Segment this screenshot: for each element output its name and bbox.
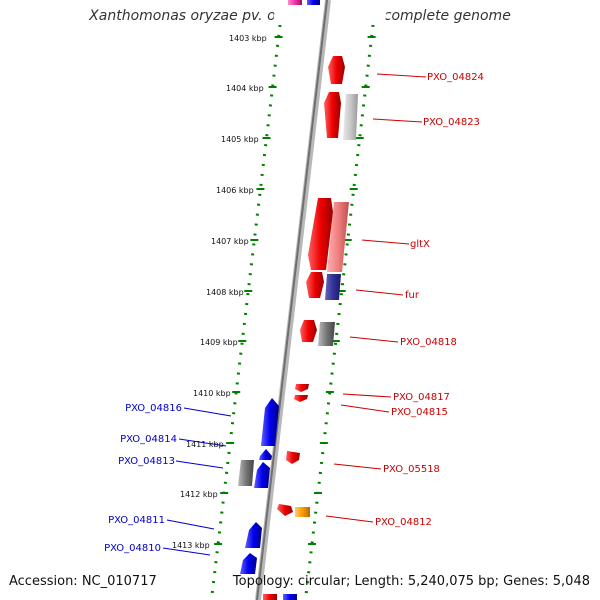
gene-label-pxo-04823[interactable]: PXO_04823	[423, 117, 480, 128]
topology-label: Topology: circular; Length: 5,240,075 bp…	[232, 574, 590, 589]
gene-label-pxo-04810[interactable]: PXO_04810	[104, 543, 161, 554]
gene-pxo-04818[interactable]	[300, 320, 317, 342]
gene-gltx[interactable]	[308, 198, 333, 270]
gene-pxo-04824[interactable]	[328, 56, 345, 84]
gene-partial-top-blue[interactable]	[307, 0, 320, 5]
gene-label-pxo-04813[interactable]: PXO_04813	[118, 456, 175, 467]
tick-label-1409: 1409 kbp	[200, 338, 238, 347]
tick-label-1412: 1412 kbp	[180, 490, 218, 499]
gene-pxo-04814[interactable]	[259, 449, 272, 460]
gene-label-pxo-04814[interactable]: PXO_04814	[120, 434, 177, 445]
tick-labels: 1403 kbp 1404 kbp 1405 kbp 1406 kbp 1407…	[172, 34, 267, 550]
gene-pxo-04823-homolog[interactable]	[343, 94, 358, 140]
reverse-gene-labels: PXO_04816 PXO_04814 PXO_04813 PXO_04811 …	[104, 403, 182, 554]
gene-label-gltx[interactable]: gltX	[410, 239, 430, 250]
gene-label-pxo-05518[interactable]: PXO_05518	[383, 464, 440, 475]
gene-pxo-05518[interactable]	[286, 451, 300, 464]
tick-label-1407: 1407 kbp	[211, 237, 249, 246]
gene-label-pxo-04811[interactable]: PXO_04811	[108, 515, 165, 526]
gene-pxo-04813-homolog[interactable]	[238, 460, 254, 486]
gene-partial-bottom-red[interactable]	[263, 594, 277, 600]
tick-label-1413: 1413 kbp	[172, 541, 210, 550]
gene-label-pxo-04817[interactable]: PXO_04817	[393, 392, 450, 403]
gene-pxo-04818-homolog[interactable]	[318, 322, 335, 346]
tick-label-1410: 1410 kbp	[193, 389, 231, 398]
gene-pxo-04812[interactable]	[295, 507, 310, 517]
tick-label-1403: 1403 kbp	[229, 34, 267, 43]
gene-label-pxo-04815[interactable]: PXO_04815	[391, 407, 448, 418]
tick-label-1405: 1405 kbp	[221, 135, 259, 144]
forward-label-connectors	[325, 73, 427, 523]
tick-label-1406: 1406 kbp	[216, 186, 254, 195]
gene-label-pxo-04818[interactable]: PXO_04818	[400, 337, 457, 348]
gene-label-fur[interactable]: fur	[405, 290, 420, 301]
forward-gene-labels: PXO_04824 PXO_04823 gltX fur PXO_04818 P…	[375, 72, 484, 528]
gene-pxo-04815[interactable]	[294, 395, 308, 402]
accession-label: Accession: NC_010717	[9, 574, 157, 589]
gene-partial-top-magenta[interactable]	[288, 0, 302, 5]
gene-pxo-04813[interactable]	[254, 462, 270, 488]
gene-pxo-04816[interactable]	[261, 398, 279, 446]
reverse-label-connectors	[162, 407, 232, 556]
tick-label-1411: 1411 kbp	[186, 440, 224, 449]
gene-pxo-04817[interactable]	[295, 384, 309, 392]
gene-fur-homolog[interactable]	[325, 274, 341, 300]
gene-label-pxo-04812[interactable]: PXO_04812	[375, 517, 432, 528]
tick-label-1404: 1404 kbp	[226, 84, 264, 93]
gene-fur[interactable]	[306, 272, 324, 298]
gene-label-pxo-04824[interactable]: PXO_04824	[427, 72, 484, 83]
gene-pxo-04810[interactable]	[240, 553, 257, 574]
gene-pxo-04823[interactable]	[324, 92, 341, 138]
genome-backbone-core	[256, 0, 328, 600]
gene-pxo-04811[interactable]	[245, 522, 262, 548]
gene-label-pxo-04816[interactable]: PXO_04816	[125, 403, 182, 414]
gene-gltx-homolog[interactable]	[327, 202, 349, 272]
gene-pxo-04812-red[interactable]	[277, 504, 293, 516]
gene-partial-bottom-blue[interactable]	[283, 594, 297, 600]
tick-label-1408: 1408 kbp	[206, 288, 244, 297]
